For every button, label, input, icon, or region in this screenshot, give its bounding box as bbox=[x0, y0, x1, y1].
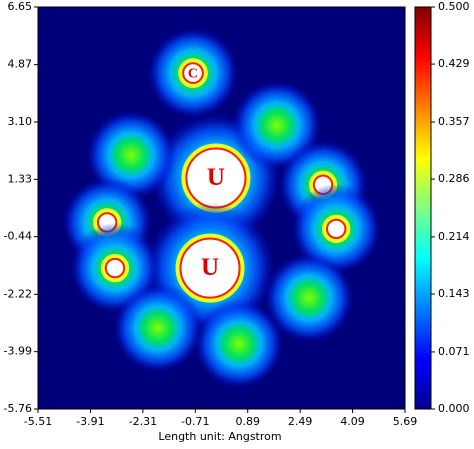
colorbar-tick-label: 0.214 bbox=[438, 230, 470, 243]
x-tick-label: -2.31 bbox=[129, 415, 157, 428]
x-tick-label: 0.89 bbox=[235, 415, 260, 428]
colorbar-tick-label: 0.357 bbox=[438, 115, 470, 128]
x-tick-label: 5.69 bbox=[393, 415, 418, 428]
core bbox=[104, 257, 126, 279]
colorbar-tick-label: 0.429 bbox=[438, 57, 470, 70]
y-tick-label: -5.76 bbox=[4, 402, 32, 415]
colorbar-tick-label: 0.071 bbox=[438, 345, 470, 358]
core bbox=[182, 62, 204, 84]
colorbar bbox=[414, 6, 432, 410]
core bbox=[179, 237, 241, 299]
colorbar-tick-label: 0.286 bbox=[438, 172, 470, 185]
ring-yellow bbox=[178, 58, 208, 88]
density-peak bbox=[263, 252, 354, 343]
y-tick-label: -3.99 bbox=[4, 345, 32, 358]
density-map: U U C bbox=[61, 27, 382, 389]
atom-label: U bbox=[207, 164, 225, 191]
ring-yellow bbox=[322, 214, 351, 244]
y-tick-label: 1.33 bbox=[8, 172, 33, 185]
atom-label: U bbox=[201, 254, 219, 281]
y-tick-label: 4.87 bbox=[8, 58, 33, 71]
core bbox=[326, 218, 347, 240]
y-tick-label: 3.10 bbox=[8, 115, 33, 128]
colorbar-tick-label: 0.143 bbox=[438, 287, 470, 300]
density-peak bbox=[193, 298, 284, 389]
plot-frame bbox=[37, 6, 406, 410]
colorbar-tick-label: 0.500 bbox=[438, 0, 470, 13]
atom-label: C bbox=[188, 66, 198, 81]
ring-yellow bbox=[175, 233, 245, 303]
x-tick-label: -3.91 bbox=[76, 415, 104, 428]
x-tick-label: 2.49 bbox=[288, 415, 313, 428]
x-tick-label: -5.51 bbox=[24, 415, 52, 428]
colorbar-tick-label: 0.000 bbox=[438, 402, 470, 415]
density-peak bbox=[112, 283, 203, 374]
y-tick-label: -0.44 bbox=[4, 230, 32, 243]
x-tick-label: -0.71 bbox=[181, 415, 209, 428]
x-tick-label: 4.09 bbox=[340, 415, 365, 428]
ring-yellow bbox=[100, 253, 130, 283]
y-tick-label: 6.65 bbox=[8, 0, 33, 13]
y-tick-label: -2.22 bbox=[4, 287, 32, 300]
x-axis-label: Length unit: Angstrom bbox=[158, 430, 281, 443]
